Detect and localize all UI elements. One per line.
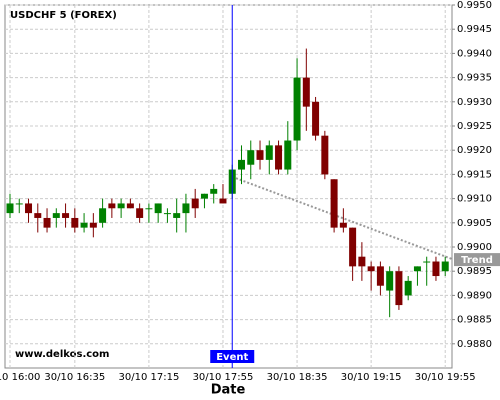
candle-body	[423, 261, 431, 263]
candle-body	[6, 203, 14, 214]
y-tick-label: 0.9920	[457, 145, 492, 156]
y-tick-label: 0.9945	[457, 24, 492, 35]
candle-body	[15, 203, 23, 205]
candle-body	[52, 213, 60, 218]
candle-body	[43, 217, 51, 228]
candle-body	[312, 101, 320, 136]
candle-body	[376, 266, 384, 286]
candle-body	[358, 256, 366, 267]
y-tick-label: 0.9880	[457, 339, 492, 350]
candle-body	[275, 145, 283, 170]
candle-body	[117, 203, 125, 209]
candle-body	[62, 213, 70, 218]
y-tick-label: 0.9915	[457, 169, 492, 180]
candle-body	[441, 261, 449, 272]
candle-body	[330, 179, 338, 228]
plot-area	[4, 4, 453, 369]
event-label-box	[210, 350, 255, 363]
trend-label-box	[454, 253, 500, 267]
candle-body	[339, 222, 347, 228]
candle-body	[284, 140, 292, 170]
x-tick-label: 30/10 17:55	[193, 372, 254, 383]
x-axis-label: Date	[211, 383, 246, 398]
candle-body	[432, 261, 440, 277]
candle-body	[302, 77, 310, 107]
candle-body	[265, 145, 273, 160]
watermark: www.delkos.com	[15, 349, 109, 360]
y-tick-label: 0.9910	[457, 194, 492, 205]
y-tick-label: 0.9930	[457, 97, 492, 108]
y-tick-label: 0.9890	[457, 290, 492, 301]
candle-body	[413, 266, 421, 272]
candle-body	[321, 135, 329, 175]
candle-body	[247, 150, 255, 165]
candle-body	[349, 227, 357, 267]
x-tick-label: 30/10 17:15	[118, 372, 179, 383]
x-tick-label: 30/10 19:55	[415, 372, 476, 383]
y-tick-label: 0.9940	[457, 48, 492, 59]
x-tick-label: 30/10 16:35	[44, 372, 105, 383]
candle-body	[80, 222, 88, 228]
candle-body	[108, 203, 116, 209]
candle-body	[173, 213, 181, 218]
y-tick-label: 0.9935	[457, 73, 492, 84]
y-tick-label: 0.9900	[457, 242, 492, 253]
x-tick-label: 30/10 18:35	[267, 372, 328, 383]
y-tick-label: 0.9895	[457, 266, 492, 277]
y-tick-label: 0.9950	[457, 0, 492, 11]
candle-body	[200, 193, 208, 199]
candle-body	[404, 280, 412, 296]
candle-body	[219, 198, 227, 204]
trend-label: Trend	[461, 255, 493, 266]
candle-body	[34, 213, 42, 218]
x-tick-label: 30/10 16:00	[0, 372, 40, 383]
y-tick-label: 0.9905	[457, 218, 492, 229]
candle-body	[293, 77, 301, 141]
candle-body	[386, 271, 394, 291]
candle-body	[136, 208, 144, 218]
trend-line	[231, 175, 453, 261]
candle-body	[154, 203, 162, 214]
candle-body	[238, 159, 245, 170]
y-tick-label: 0.9925	[457, 121, 492, 132]
candle-body	[126, 203, 134, 209]
candle-body	[163, 213, 171, 215]
candle-body	[191, 198, 199, 209]
chart-title: USDCHF 5 (FOREX)	[10, 10, 117, 21]
candle-body	[256, 150, 264, 160]
event-label: Event	[216, 352, 248, 363]
candle-body	[25, 203, 33, 214]
y-tick-label: 0.9885	[457, 315, 492, 326]
candle-body	[182, 203, 190, 214]
candle-body	[210, 188, 218, 194]
x-tick-label: 30/10 19:15	[341, 372, 402, 383]
candle-body	[145, 208, 153, 210]
candle-body	[99, 208, 107, 223]
candle-body	[71, 217, 79, 228]
candle-body	[395, 271, 403, 306]
candle-body	[367, 266, 375, 272]
candle-body	[89, 222, 97, 228]
